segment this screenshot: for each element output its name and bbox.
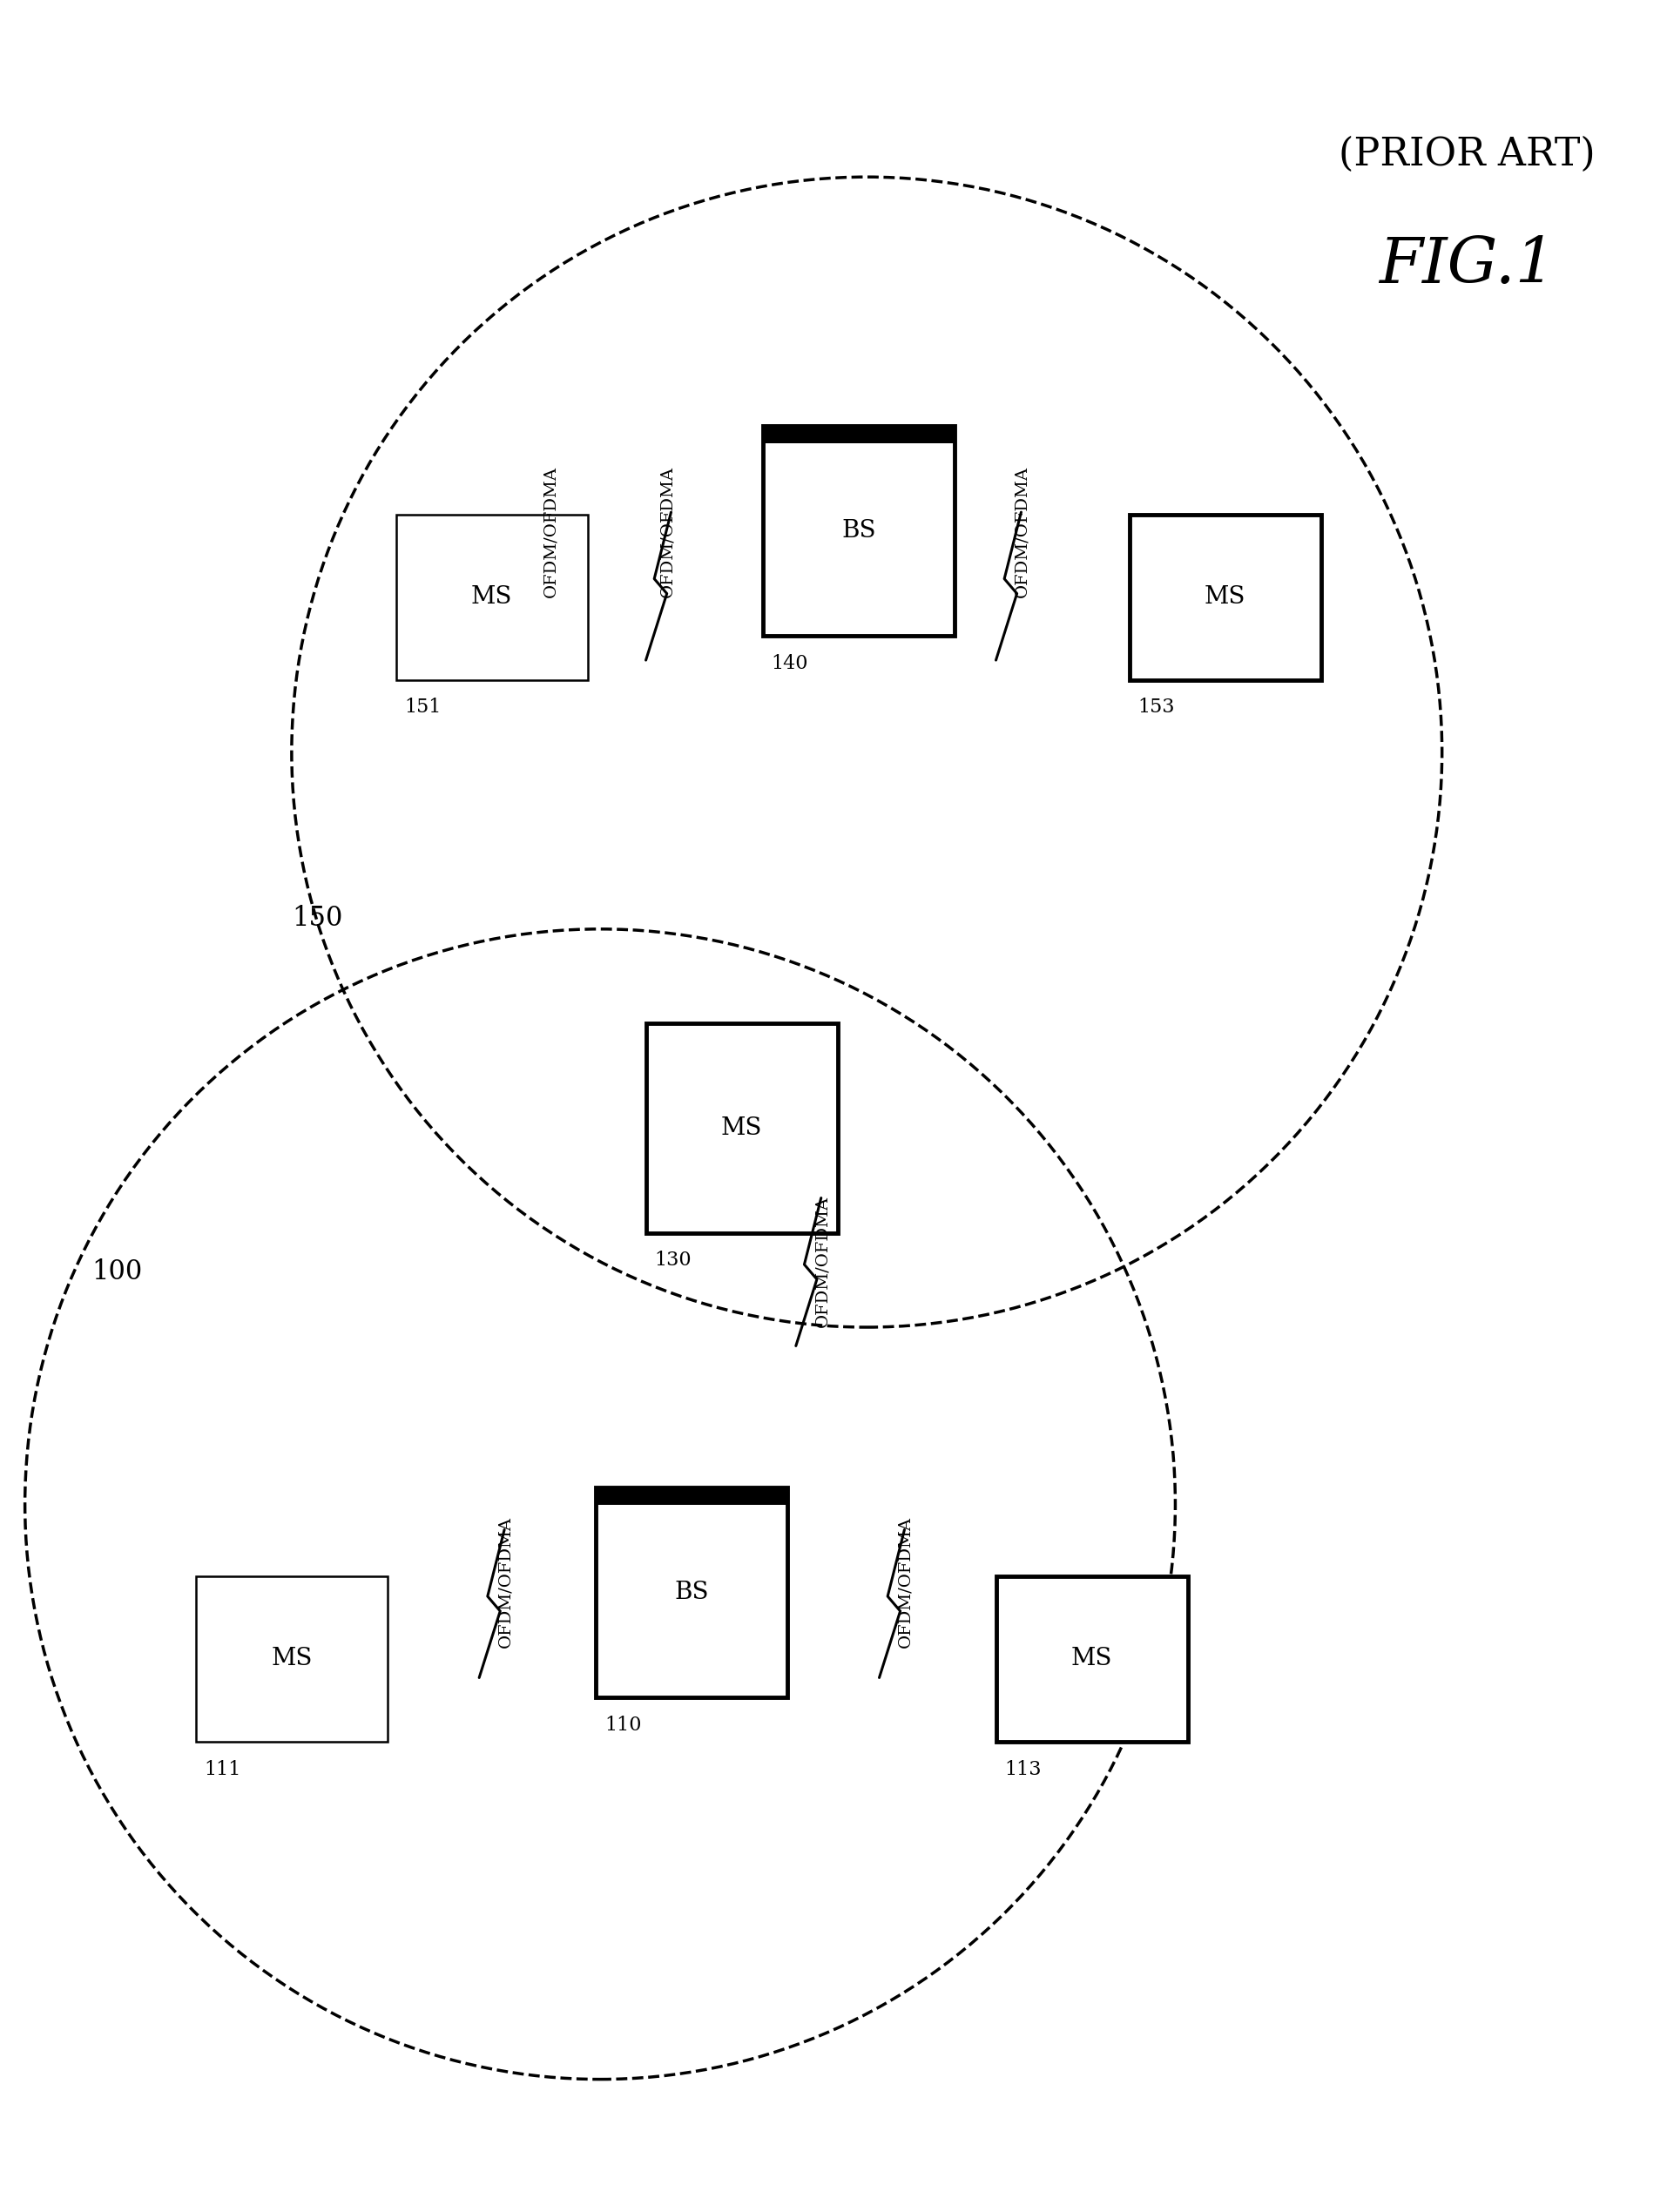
Text: OFDM/OFDMA: OFDM/OFDMA <box>815 1197 830 1327</box>
Text: MS: MS <box>1205 586 1245 608</box>
Text: 110: 110 <box>603 1717 642 1734</box>
Text: OFDM/OFDMA: OFDM/OFDMA <box>543 467 558 597</box>
Bar <box>647 1022 839 1234</box>
Text: MS: MS <box>722 1117 762 1139</box>
Bar <box>763 425 955 442</box>
Bar <box>1130 515 1320 681</box>
Text: 150: 150 <box>292 905 342 931</box>
Text: 140: 140 <box>772 655 808 672</box>
Bar <box>397 515 587 681</box>
Text: 153: 153 <box>1139 699 1175 717</box>
Text: FIG.1: FIG.1 <box>1379 234 1555 296</box>
Text: 100: 100 <box>92 1259 142 1285</box>
Bar <box>597 1486 788 1504</box>
Text: 151: 151 <box>405 699 442 717</box>
Text: 111: 111 <box>205 1761 242 1778</box>
Text: MS: MS <box>472 586 512 608</box>
Text: 113: 113 <box>1005 1761 1042 1778</box>
Text: MS: MS <box>272 1648 312 1670</box>
Text: OFDM/OFDMA: OFDM/OFDMA <box>498 1517 513 1648</box>
Text: OFDM/OFDMA: OFDM/OFDMA <box>899 1517 914 1648</box>
Text: OFDM/OFDMA: OFDM/OFDMA <box>660 467 675 597</box>
Text: 130: 130 <box>653 1252 692 1270</box>
Text: OFDM/OFDMA: OFDM/OFDMA <box>1015 467 1030 597</box>
Bar <box>597 1486 788 1699</box>
Text: BS: BS <box>842 520 875 542</box>
Text: MS: MS <box>1072 1648 1112 1670</box>
Bar <box>197 1575 387 1743</box>
Text: (PRIOR ART): (PRIOR ART) <box>1339 137 1595 173</box>
Bar <box>997 1575 1187 1743</box>
Bar <box>763 427 955 637</box>
Text: BS: BS <box>675 1582 708 1604</box>
